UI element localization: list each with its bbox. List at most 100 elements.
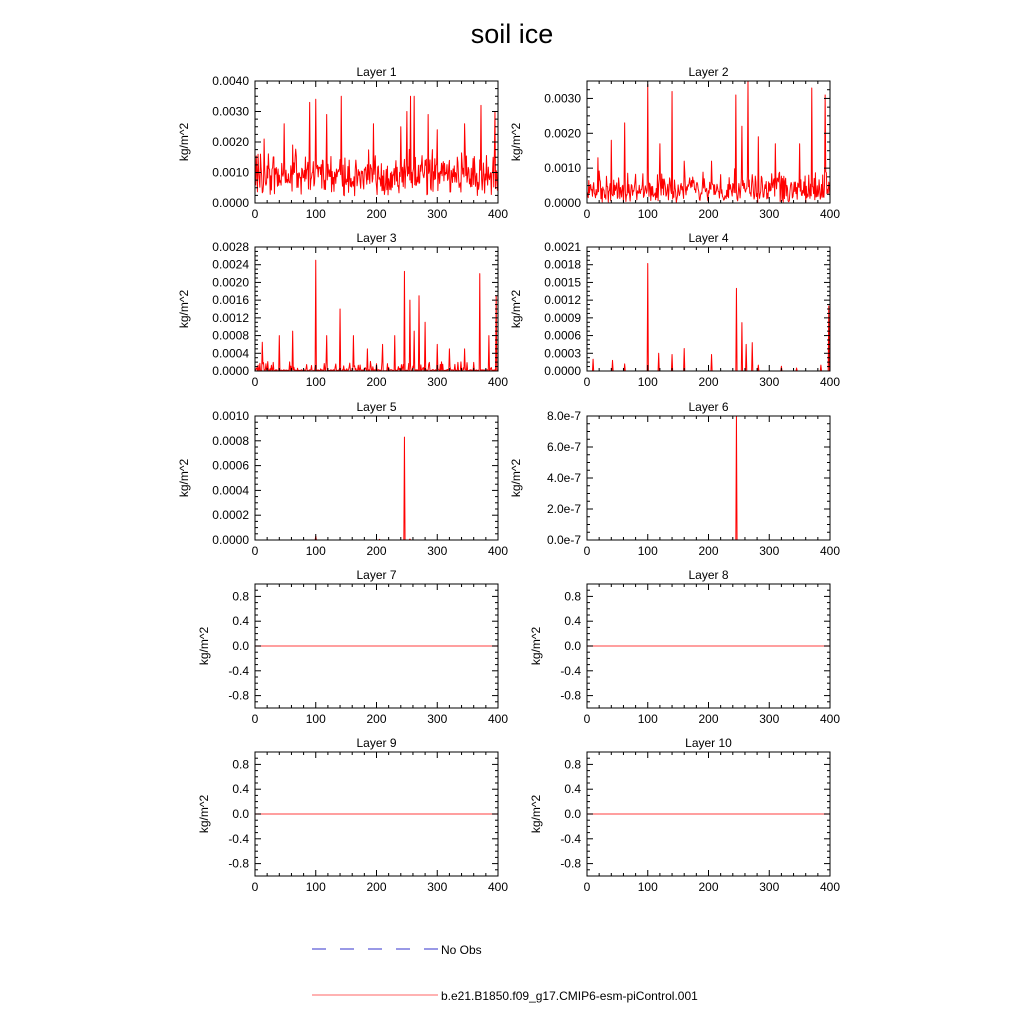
x-tick-label: 0 <box>584 712 591 726</box>
x-tick-label: 200 <box>698 712 718 726</box>
series-line <box>254 259 499 372</box>
plot-frame <box>586 246 831 372</box>
series-line <box>254 95 499 197</box>
y-tick-label: -0.4 <box>560 832 581 846</box>
y-axis-label: kg/m^2 <box>509 459 523 498</box>
y-tick-label: 0.8 <box>232 589 249 603</box>
y-tick-label: 0.0016 <box>212 293 249 307</box>
x-tick-label: 200 <box>366 375 386 389</box>
y-tick-label: 0.0010 <box>212 166 249 180</box>
x-tick-label: 0 <box>584 375 591 389</box>
x-tick-label: 100 <box>638 207 658 221</box>
panel-layer-6: Layer 6 0 100 200 300 400 0.0e-7 2.0e-7 4.0e-7 6.… <box>509 400 840 558</box>
y-tick-label: 0.0020 <box>212 135 249 149</box>
x-tick-label: 200 <box>698 544 718 558</box>
y-tick-label: -0.4 <box>228 664 249 678</box>
y-tick-label: 0.0024 <box>212 258 249 272</box>
panel-layer-9: Layer 9 0 100 200 300 400 -0.8 -0.4 0.0 0.4 0.8 kg/… <box>197 736 508 894</box>
x-tick-label: 100 <box>306 712 326 726</box>
y-tick-label: 2.0e-7 <box>547 502 581 516</box>
y-tick-label: 0.0030 <box>544 91 581 105</box>
panel-title: Layer 5 <box>356 400 396 414</box>
x-tick-label: 100 <box>638 544 658 558</box>
x-tick-label: 200 <box>366 712 386 726</box>
y-tick-label: 0.0010 <box>544 161 581 175</box>
y-tick-label: 0.0004 <box>212 346 249 360</box>
panels-group: Layer 10 100 200 300 4000.00000.00100.00200.… <box>177 65 840 894</box>
y-tick-label: 0.0003 <box>544 346 581 360</box>
legend-item: No Obs <box>312 943 482 957</box>
x-tick-label: 300 <box>759 544 779 558</box>
legend-label: b.e21.B1850.f09_g17.CMIP6-esm-piControl.… <box>441 989 698 1003</box>
plot-frame <box>254 415 499 541</box>
y-tick-label: 0.0040 <box>212 74 249 88</box>
y-tick-label: 0.0 <box>564 807 581 821</box>
x-tick-label: 400 <box>488 712 508 726</box>
y-axis-label: kg/m^2 <box>509 123 523 162</box>
y-tick-label: 0.0008 <box>212 434 249 448</box>
y-tick-label: -0.8 <box>560 857 581 871</box>
x-tick-label: 300 <box>427 375 447 389</box>
x-tick-label: 200 <box>366 880 386 894</box>
panel-title: Layer 8 <box>688 568 728 582</box>
y-tick-label: 0.0006 <box>212 459 249 473</box>
y-tick-label: 0.8 <box>564 589 581 603</box>
y-axis-label: kg/m^2 <box>197 627 211 666</box>
panel-layer-1: Layer 1 0 100 200 300 400 0.0000 0.0010 0.0020 0.… <box>177 65 508 221</box>
x-tick-label: 400 <box>820 712 840 726</box>
y-tick-label: -0.4 <box>560 664 581 678</box>
y-tick-label: 0.4 <box>564 614 581 628</box>
y-tick-label: 0.8 <box>232 757 249 771</box>
y-tick-label: 6.0e-7 <box>547 440 581 454</box>
panel-title: Layer 2 <box>688 65 728 79</box>
x-tick-label: 200 <box>698 207 718 221</box>
x-tick-label: 400 <box>820 207 840 221</box>
y-tick-label: 0.0 <box>232 639 249 653</box>
panel-title: Layer 10 <box>685 736 732 750</box>
legend: No Obs b.e21.B1850.f09_g17.CMIP6-esm-piCo… <box>312 943 698 1003</box>
legend-label: No Obs <box>441 943 482 957</box>
y-tick-label: -0.8 <box>228 857 249 871</box>
y-tick-label: 0.0018 <box>544 258 581 272</box>
y-tick-label: 0.0 <box>232 807 249 821</box>
y-tick-label: 0.8 <box>564 757 581 771</box>
x-tick-label: 100 <box>638 712 658 726</box>
panel-layer-4: Layer 4 0 100 200 300 400 0.0000 0.0003 0.0006 0.… <box>509 231 840 389</box>
figure-title: soil ice <box>471 19 554 49</box>
y-axis-label: kg/m^2 <box>529 627 543 666</box>
y-tick-label: 0.0015 <box>544 275 581 289</box>
x-tick-label: 100 <box>638 375 658 389</box>
y-tick-label: 0.0028 <box>212 240 249 254</box>
x-tick-label: 400 <box>820 880 840 894</box>
series-line <box>587 415 830 541</box>
y-tick-label: -0.8 <box>228 689 249 703</box>
y-axis-label: kg/m^2 <box>177 459 191 498</box>
x-tick-label: 400 <box>488 880 508 894</box>
x-tick-label: 0 <box>252 375 259 389</box>
x-tick-label: 300 <box>759 375 779 389</box>
x-tick-label: 0 <box>584 880 591 894</box>
y-tick-label: 0.4 <box>564 782 581 796</box>
y-axis-label: kg/m^2 <box>197 795 211 834</box>
panel-layer-7: Layer 7 0 100 200 300 400 -0.8 -0.4 0.0 0.4 0.8 kg/… <box>197 568 508 726</box>
y-tick-label: 0.0000 <box>212 364 249 378</box>
y-tick-label: 4.0e-7 <box>547 471 581 485</box>
x-tick-label: 400 <box>488 544 508 558</box>
x-tick-label: 100 <box>638 880 658 894</box>
y-tick-label: 0.0030 <box>212 105 249 119</box>
x-tick-label: 300 <box>427 880 447 894</box>
panel-title: Layer 9 <box>356 736 396 750</box>
x-tick-label: 300 <box>427 207 447 221</box>
x-tick-label: 0 <box>252 880 259 894</box>
x-tick-label: 300 <box>759 712 779 726</box>
panel-title: Layer 1 <box>356 65 396 79</box>
y-tick-label: 0.0000 <box>212 533 249 547</box>
x-tick-label: 0 <box>252 544 259 558</box>
x-tick-label: 400 <box>488 207 508 221</box>
y-tick-label: 0.4 <box>232 614 249 628</box>
x-tick-label: 300 <box>759 880 779 894</box>
x-tick-label: 0 <box>252 712 259 726</box>
x-tick-label: 400 <box>488 375 508 389</box>
x-tick-label: 100 <box>306 375 326 389</box>
